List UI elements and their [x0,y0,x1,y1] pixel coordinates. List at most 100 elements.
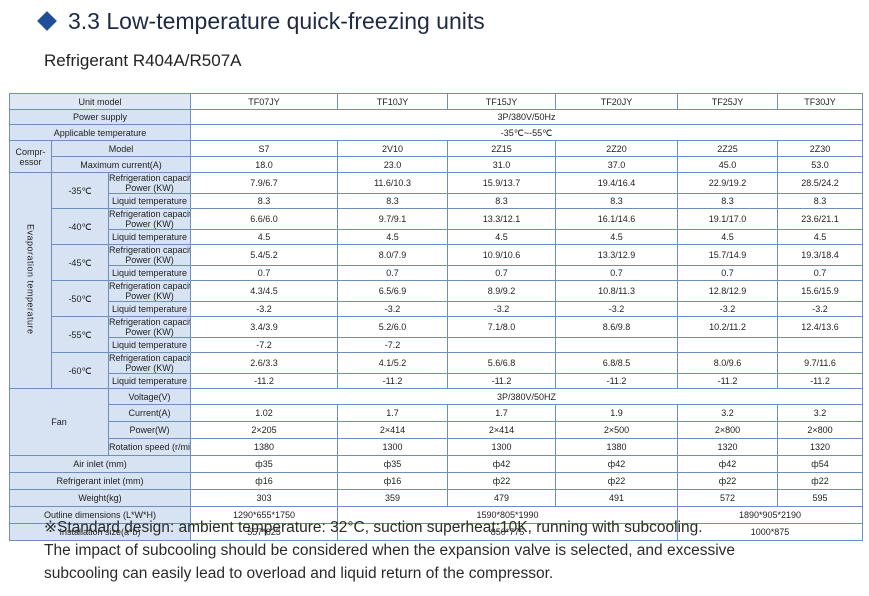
max-current-row: Maximum current(A) 18.0 23.0 31.0 37.0 45.0 53… [10,156,864,173]
liquid-temperature-value: 8.3 [447,193,557,209]
capacity-power-value: 19.4/16.4 [555,172,679,194]
liquid-temperature-value [555,337,679,353]
liquid-temperature-value: 8.3 [777,193,864,209]
capacity-power-value: 11.6/10.3 [337,172,449,194]
capacity-power-value: 23.6/21.1 [777,208,864,230]
evaporation-temp-value: -45℃ [51,244,109,281]
compressor-model-row: Compr-essor Model S7 2V10 2Z15 2Z20 2Z25 2Z30 [9,140,864,173]
max-current-value: 31.0 [447,156,557,173]
model-header: TF10JY [337,93,449,110]
capacity-row: -50℃ Refrigeration capacity/Power (KW) 4.3… [10,280,864,317]
capacity-power-value: 8.0/9.6 [677,352,779,374]
installation-size-value: 850*775 [337,523,679,541]
liquid-temperature-label: Liquid temperature [107,229,192,245]
capacity-power-value: 5.2/6.0 [337,316,449,338]
rotation-speed-value: 1300 [337,438,449,456]
capacity-row: -55℃ Refrigeration capacity/Power (KW) 3.4… [10,316,864,353]
capacity-row: -40℃ Refrigeration capacity/Power (KW) 6.6… [10,208,864,245]
installation-size-label: Installation size(a*b) [8,523,192,541]
refrigerant-inlet-value: ф22 [677,472,779,490]
fan-current-row: Current(A) 1.02 1.7 1.7 1.9 3.2 3.2 [10,404,864,422]
capacity-power-value: 28.5/24.2 [777,172,864,194]
power-supply-row: Power supply 3P/380V/50Hz [8,109,864,125]
rotation-speed-label: Rotation speed (r/min) [107,438,192,456]
liquid-temperature-value: -11.2 [337,373,449,389]
capacity-label-line-1: Refrigeration capacity/ [109,173,191,184]
liquid-temperature-row: Liquid temperature 0.7 0.7 0.7 0.7 0.7 0.7 [10,265,864,281]
liquid-temperature-value: -11.2 [190,373,339,389]
model-header: TF25JY [677,93,779,110]
capacity-power-value: 6.6/6.0 [190,208,339,230]
applicable-temperature-label: Applicable temperature [8,124,192,141]
capacity-power-value: 9.7/11.6 [777,352,864,374]
max-current-value: 53.0 [777,156,864,173]
evaporation-temp-value: -55℃ [51,316,109,353]
liquid-temperature-value: 4.5 [677,229,779,245]
liquid-temperature-row: Liquid temperature 4.5 4.5 4.5 4.5 4.5 4.5 [10,229,864,245]
design-note: ※Standard design: ambient temperature: 3… [44,516,864,585]
compressor-model: 2V10 [337,140,449,157]
liquid-temperature-value: 0.7 [777,265,864,281]
fan-voltage-label: Voltage(V) [107,388,192,405]
liquid-temperature-value: -3.2 [447,301,557,317]
fan-current-value: 3.2 [777,404,864,422]
fan-power-value: 2×500 [555,421,679,439]
air-inlet-row: Air inlet (mm) ф35 ф35 ф42 ф42 ф42 ф54 [8,455,864,473]
fan-power-value: 2×205 [190,421,339,439]
liquid-temperature-label: Liquid temperature [107,337,192,353]
liquid-temperature-value: -7.2 [337,337,449,353]
fan-power-value: 2×414 [337,421,449,439]
liquid-temperature-row: Liquid temperature 8.3 8.3 8.3 8.3 8.3 8.3 [10,193,864,209]
liquid-temperature-label: Liquid temperature [107,193,192,209]
capacity-label-line-1: Refrigeration capacity/ [109,353,191,364]
fan-current-label: Current(A) [107,404,192,422]
air-inlet-value: ф42 [677,455,779,473]
capacity-power-value: 8.6/9.8 [555,316,679,338]
capacity-power-value: 2.6/3.3 [190,352,339,374]
liquid-temperature-value: 0.7 [447,265,557,281]
model-header: TF30JY [777,93,864,110]
model-header: TF20JY [555,93,679,110]
capacity-label-line-2: Power (KW) [125,291,174,301]
spec-table: Unit model TF07JY TF10JY TF15JY TF20JY TF25JY… [8,93,864,541]
liquid-temperature-label: Liquid temperature [107,373,192,389]
capacity-power-value: 5.4/5.2 [190,244,339,266]
evaporation-temp-value: -35℃ [51,172,109,209]
liquid-temperature-value: -7.2 [190,337,339,353]
capacity-power-value: 19.3/18.4 [777,244,864,266]
note-line-1: ※Standard design: ambient temperature: 3… [44,519,703,536]
installation-size-row: Installation size(a*b) 557*625 850*775 1000… [8,523,864,541]
compressor-model: S7 [190,140,339,157]
fan-label: Fan [9,388,109,456]
fan-current-value: 1.7 [447,404,557,422]
rotation-speed-value: 1320 [777,438,864,456]
air-inlet-value: ф35 [190,455,339,473]
capacity-power-value: 7.9/6.7 [190,172,339,194]
liquid-temperature-value: -11.2 [777,373,864,389]
fan-voltage-value: 3P/380V/50HZ [190,388,864,405]
fan-current-value: 1.9 [555,404,679,422]
fan-power-label: Power(W) [107,421,192,439]
liquid-temperature-value: 0.7 [555,265,679,281]
compressor-model: 2Z30 [777,140,864,157]
model-header: TF15JY [447,93,557,110]
capacity-power-value: 8.0/7.9 [337,244,449,266]
rotation-speed-value: 1300 [447,438,557,456]
liquid-temperature-value: -11.2 [555,373,679,389]
liquid-temperature-value: 8.3 [677,193,779,209]
weight-value: 303 [190,489,339,507]
fan-current-value: 1.02 [190,404,339,422]
refrigerant-subtitle: Refrigerant R404A/R507A [44,51,242,70]
weight-value: 491 [555,489,679,507]
capacity-power-value: 6.5/6.9 [337,280,449,302]
liquid-temperature-row: Liquid temperature -7.2 -7.2 [10,337,864,353]
capacity-power-value: 12.8/12.9 [677,280,779,302]
air-inlet-value: ф42 [447,455,557,473]
refrigerant-inlet-row: Refrigerant inlet (mm) ф16 ф16 ф22 ф22 ф22 ф22 [8,472,864,490]
capacity-label-line-2: Power (KW) [125,183,174,193]
capacity-power-label: Refrigeration capacity/Power (KW) [107,352,192,374]
rotation-speed-value: 1380 [190,438,339,456]
liquid-temperature-value: 0.7 [677,265,779,281]
liquid-temperature-value: -3.2 [555,301,679,317]
fan-current-value: 3.2 [677,404,779,422]
